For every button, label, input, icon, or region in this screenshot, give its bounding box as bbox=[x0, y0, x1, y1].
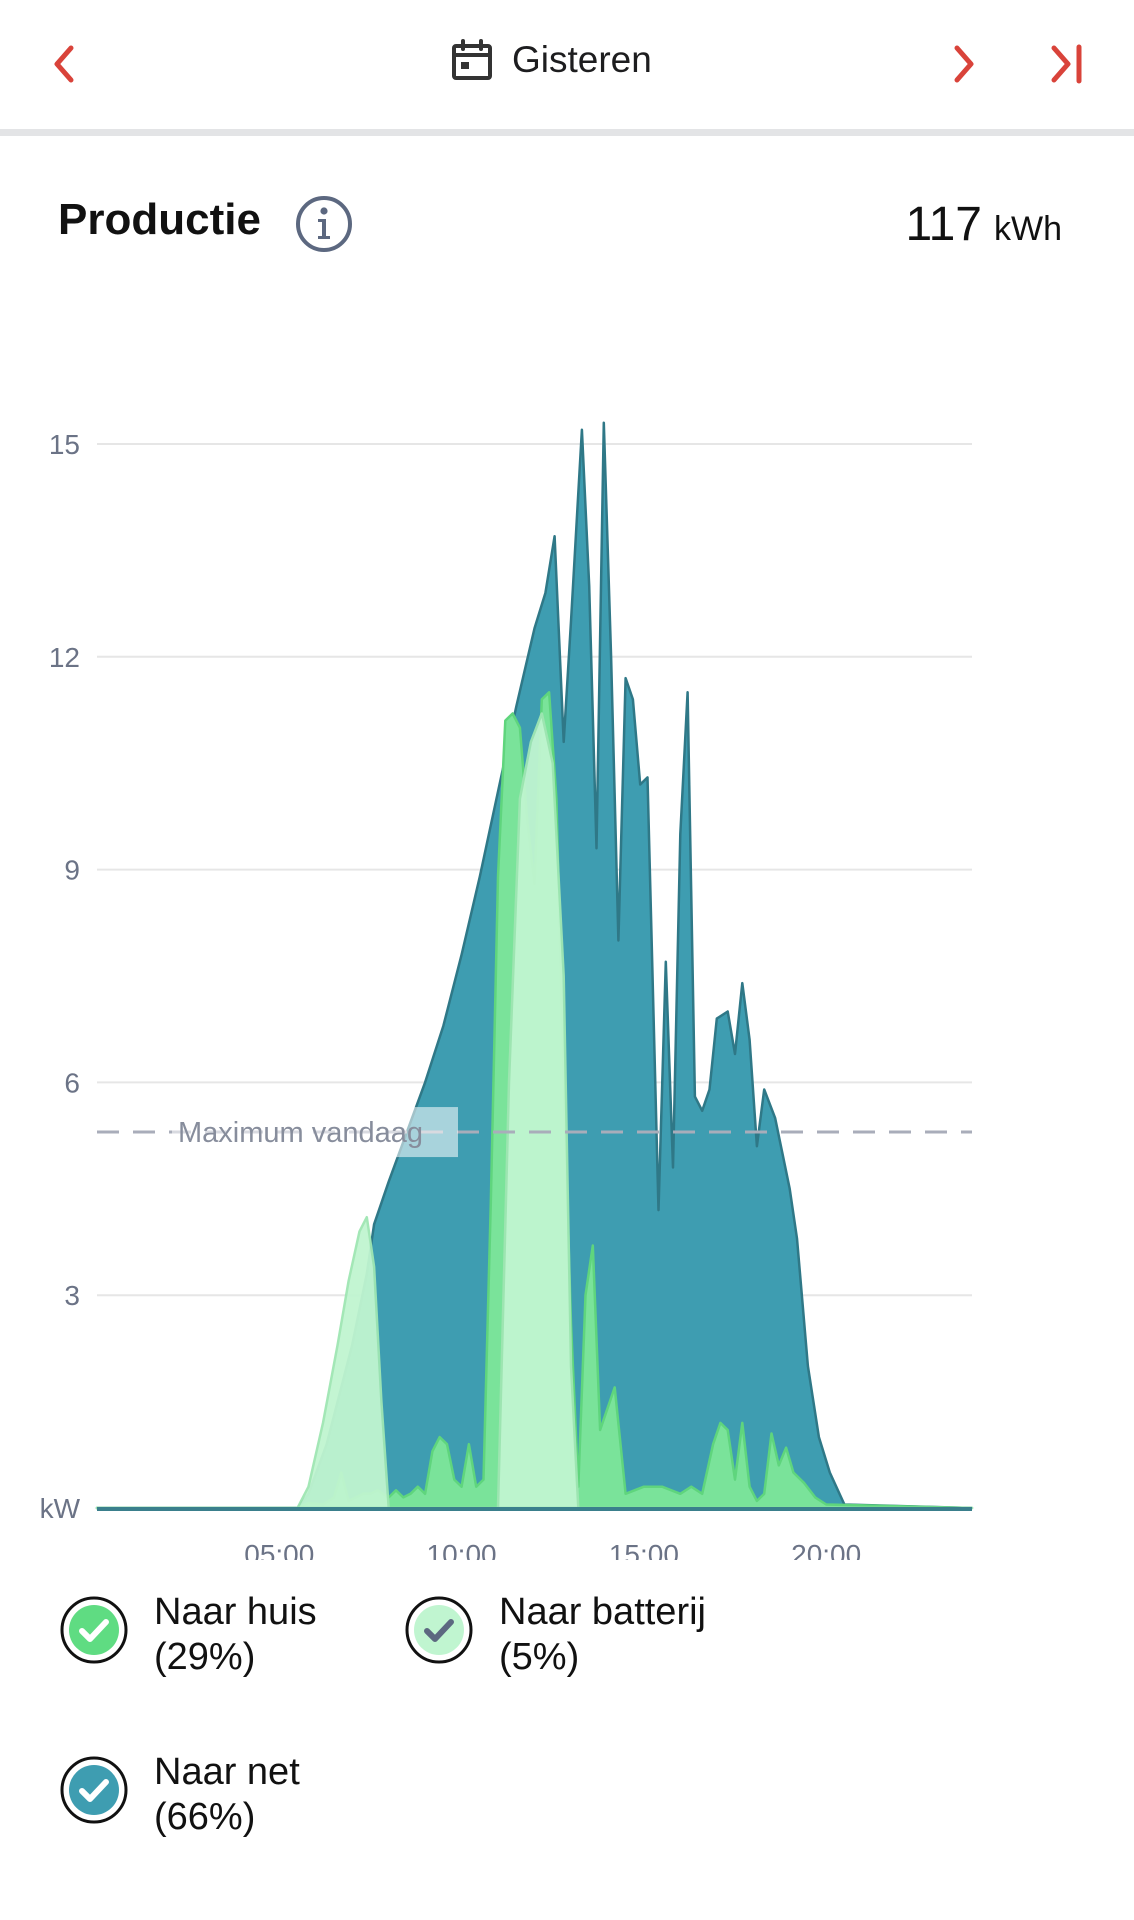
jump-to-today-button[interactable] bbox=[1044, 40, 1092, 88]
legend-percentage: (5%) bbox=[499, 1636, 580, 1678]
reference-line-label: Maximum vandaag bbox=[178, 1117, 423, 1149]
check-circle-icon bbox=[60, 1756, 128, 1824]
legend-label: Naar net bbox=[154, 1751, 300, 1793]
next-day-button[interactable] bbox=[940, 40, 988, 88]
x-tick-label: 10:00 bbox=[427, 1539, 497, 1560]
y-tick-label: 12 bbox=[49, 642, 80, 673]
production-total-unit: kWh bbox=[994, 210, 1062, 248]
x-tick-label: 15:00 bbox=[609, 1539, 679, 1560]
legend-label: Naar batterij bbox=[499, 1591, 706, 1633]
x-tick-label: 05:00 bbox=[244, 1539, 314, 1560]
calendar-icon bbox=[452, 39, 492, 80]
y-tick-label: 15 bbox=[49, 429, 80, 460]
chevron-right-icon bbox=[954, 45, 974, 83]
legend-item-naar-huis[interactable]: Naar huis (29%) bbox=[60, 1590, 317, 1680]
info-button[interactable] bbox=[294, 194, 354, 254]
legend-percentage: (29%) bbox=[154, 1636, 256, 1678]
legend-percentage: (66%) bbox=[154, 1796, 256, 1838]
date-navigation-bar: Gisteren bbox=[0, 0, 1134, 130]
production-title: Productie bbox=[58, 195, 261, 244]
production-total: 117 kWh bbox=[905, 197, 1062, 252]
legend-label: Naar huis bbox=[154, 1591, 317, 1633]
chevron-left-icon bbox=[54, 45, 74, 83]
skip-to-end-icon bbox=[1051, 44, 1082, 84]
y-tick-label: 6 bbox=[64, 1067, 80, 1098]
legend-item-naar-batterij[interactable]: Naar batterij (5%) bbox=[405, 1590, 706, 1680]
legend-item-naar-net[interactable]: Naar net (66%) bbox=[60, 1750, 300, 1840]
production-chart[interactable]: 3 6 9 12 15 kW Maximum vandaag 05:00 10:00 15:00 2… bbox=[0, 400, 1000, 1560]
legend-text-naar-net: Naar net (66%) bbox=[154, 1750, 300, 1840]
header-divider bbox=[0, 129, 1134, 136]
production-total-value: 117 bbox=[905, 198, 982, 251]
check-circle-icon bbox=[405, 1596, 473, 1664]
y-axis-unit-label: kW bbox=[40, 1493, 81, 1524]
legend-text-naar-batterij: Naar batterij (5%) bbox=[499, 1590, 706, 1680]
y-tick-label: 9 bbox=[64, 855, 80, 886]
x-tick-label: 20:00 bbox=[791, 1539, 861, 1560]
y-tick-label: 3 bbox=[64, 1280, 80, 1311]
check-circle-icon bbox=[60, 1596, 128, 1664]
date-label: Gisteren bbox=[512, 39, 652, 80]
previous-day-button[interactable] bbox=[40, 40, 88, 88]
reference-label-background bbox=[172, 1107, 458, 1158]
date-picker-button[interactable]: Gisteren bbox=[450, 30, 652, 90]
info-icon bbox=[296, 196, 352, 252]
legend-text-naar-huis: Naar huis (29%) bbox=[154, 1590, 317, 1680]
